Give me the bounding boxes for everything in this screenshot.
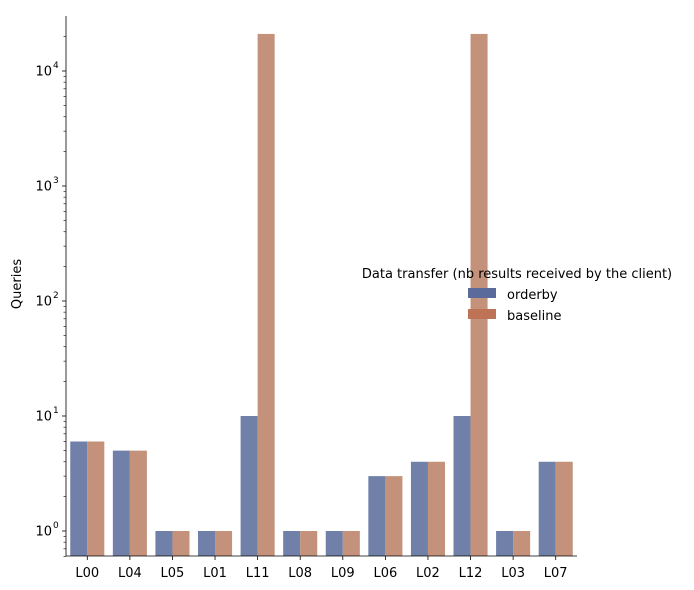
- x-tick-label: L12: [459, 566, 483, 581]
- bar-orderby-L07: [538, 461, 556, 556]
- y-tick-label: 10: [35, 180, 52, 195]
- y-tick-label: 10: [35, 410, 52, 425]
- bar-baseline-L04: [129, 450, 147, 556]
- bar-orderby-L08: [283, 531, 301, 556]
- x-tick-label: L07: [544, 566, 568, 581]
- y-axis-label: Queries: [10, 259, 25, 309]
- bar-baseline-L11: [257, 33, 275, 557]
- x-tick-label: L05: [161, 566, 185, 581]
- bar-baseline-L05: [172, 531, 190, 556]
- bar-baseline-L02: [427, 461, 445, 556]
- x-tick-label: L04: [118, 566, 142, 581]
- y-minor-ticks: [63, 36, 66, 557]
- y-tick-label-exponent: 4: [53, 61, 59, 71]
- bar-orderby-L11: [240, 416, 258, 556]
- x-tick-label: L02: [416, 566, 440, 581]
- bar-baseline-L01: [215, 531, 233, 556]
- x-tick-label: L01: [203, 566, 227, 581]
- x-tick-label: L08: [288, 566, 312, 581]
- y-tick-label-exponent: 3: [53, 176, 59, 186]
- bars: [70, 33, 573, 557]
- bar-orderby-L02: [410, 461, 428, 556]
- x-tick-label: L11: [246, 566, 270, 581]
- bar-baseline-L03: [513, 531, 531, 556]
- bar-orderby-L05: [155, 531, 173, 556]
- bar-orderby-L00: [70, 441, 88, 556]
- bar-orderby-L09: [325, 531, 343, 556]
- y-tick-label: 10: [35, 65, 52, 80]
- y-tick-label-exponent: 2: [53, 291, 59, 301]
- bar-orderby-L03: [496, 531, 514, 556]
- bar-orderby-L04: [112, 450, 130, 556]
- y-tick-label: 10: [35, 525, 52, 540]
- legend-swatch-orderby: [468, 288, 496, 298]
- x-tick-label: L06: [373, 566, 397, 581]
- legend-label-baseline: baseline: [507, 309, 561, 324]
- bar-baseline-L07: [555, 461, 573, 556]
- legend-swatch-baseline: [468, 309, 496, 319]
- x-tick-label: L09: [331, 566, 355, 581]
- legend-label-orderby: orderby: [507, 288, 558, 303]
- bar-orderby-L06: [368, 476, 386, 556]
- bar-baseline-L06: [385, 476, 403, 556]
- bar-baseline-L00: [87, 441, 105, 556]
- bar-baseline-L08: [300, 531, 318, 556]
- y-tick-label-exponent: 0: [53, 521, 59, 531]
- y-tick-label-exponent: 1: [53, 406, 59, 416]
- x-tick-labels: L00 L04 L05 L01 L11 L08 L09 L06 L02 L12 L03 L07: [75, 556, 568, 581]
- legend-title: Data transfer (nb results received by th…: [362, 267, 672, 282]
- bar-baseline-L09: [342, 531, 360, 556]
- x-tick-label: L00: [75, 566, 99, 581]
- bar-orderby-L12: [453, 416, 471, 556]
- x-tick-label: L03: [501, 566, 525, 581]
- bar-orderby-L01: [198, 531, 216, 556]
- y-tick-label: 10: [35, 295, 52, 310]
- legend: Data transfer (nb results received by th…: [362, 267, 672, 324]
